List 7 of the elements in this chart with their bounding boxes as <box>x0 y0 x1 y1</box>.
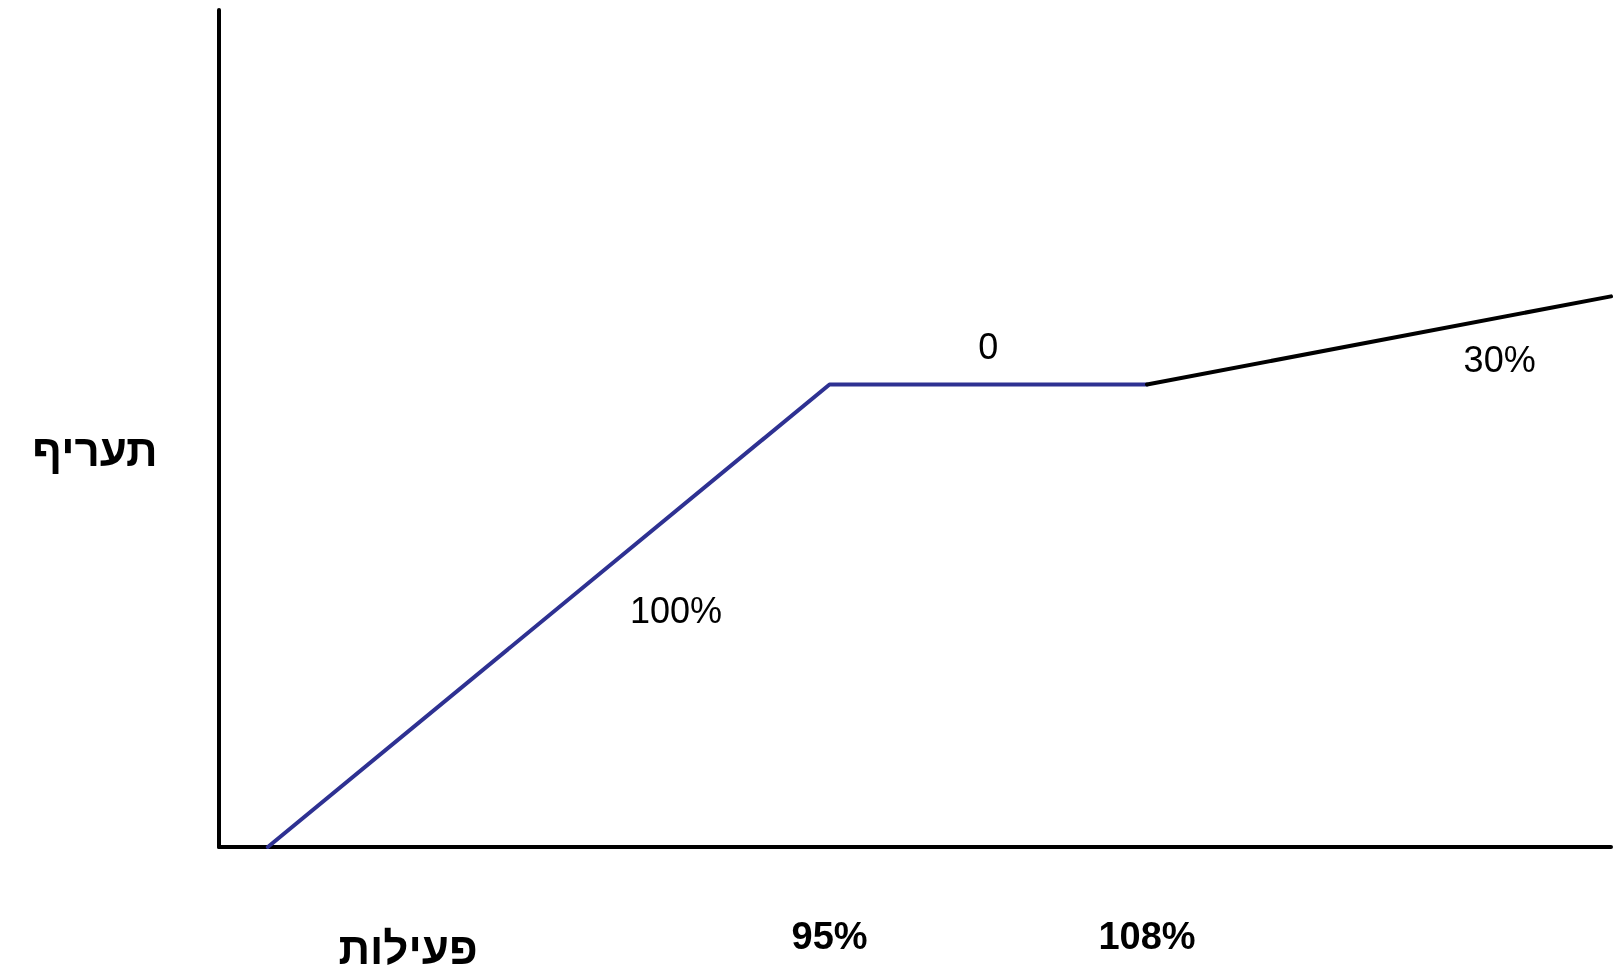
annotation: 100% <box>630 589 723 631</box>
annotation: 0 <box>978 325 999 367</box>
annotation: 30% <box>1463 338 1536 380</box>
x-tick-label: 108% <box>1098 915 1196 957</box>
y-axis-title: תעריף <box>32 425 158 475</box>
x-tick-label: 95% <box>791 915 868 957</box>
x-axis-title: פעילות <box>338 923 478 973</box>
